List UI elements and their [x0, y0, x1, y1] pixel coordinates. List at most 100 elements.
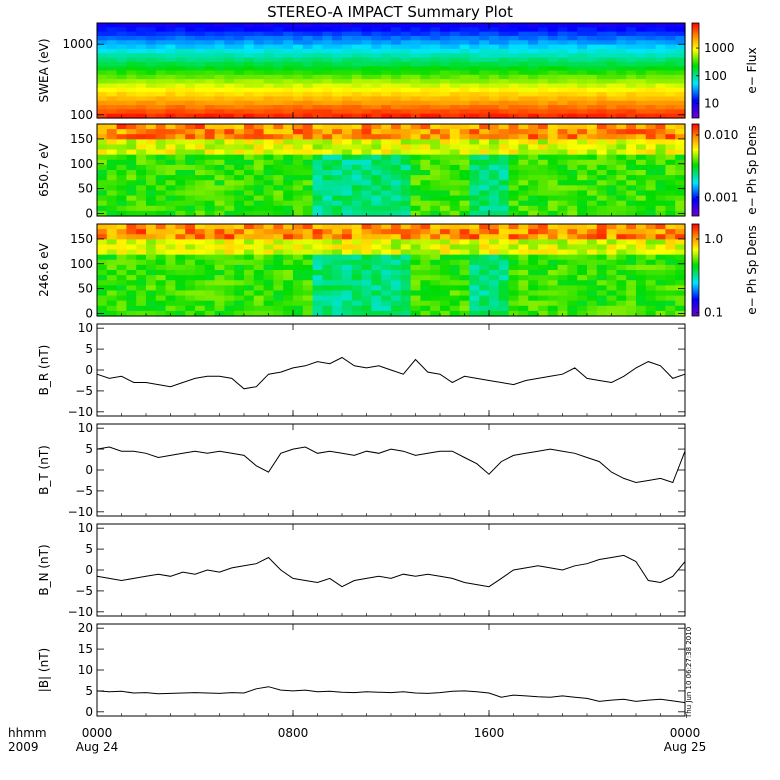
heat-cell: [97, 159, 108, 166]
heat-cell: [165, 149, 176, 156]
heat-cell: [97, 224, 108, 230]
heat-cell: [361, 244, 372, 251]
heat-cell: [420, 180, 431, 186]
heat-cell: [175, 195, 186, 202]
heat-cell: [263, 229, 274, 235]
heat-cell: [155, 175, 167, 181]
heat-cell: [273, 254, 284, 261]
heat-cell: [351, 92, 363, 98]
heat-cell: [538, 275, 549, 281]
heat-cell: [116, 159, 127, 166]
heat-cell: [410, 40, 421, 46]
heat-cell: [165, 53, 176, 59]
heat-cell: [97, 290, 108, 297]
heat-cell: [636, 264, 647, 271]
heat-cell: [371, 79, 382, 85]
heat-cell: [626, 31, 637, 37]
heat-cell: [116, 40, 127, 46]
heat-cell: [155, 87, 167, 93]
panel-frame: [96, 423, 686, 517]
heat-cell: [263, 249, 274, 256]
heat-cell: [528, 70, 539, 76]
heat-cell: [469, 44, 480, 50]
heat-cell: [479, 66, 490, 72]
heat-cell: [185, 105, 196, 110]
heat-cell: [508, 154, 519, 161]
heat-cell: [567, 159, 578, 166]
heat-cell: [293, 170, 304, 176]
heat-cell: [596, 27, 608, 33]
heat-cell: [508, 83, 519, 89]
heat-cell: [371, 280, 382, 286]
heat-cell: [391, 205, 402, 212]
heat-cell: [126, 31, 137, 37]
heat-cell: [273, 170, 284, 176]
heat-cell: [655, 74, 666, 80]
heat-cell: [498, 83, 510, 89]
heat-cell: [342, 244, 353, 251]
heat-cell: [596, 96, 608, 102]
heat-cell: [636, 159, 647, 166]
heat-cell: [479, 300, 490, 307]
heat-cell: [655, 96, 666, 102]
heat-cell: [449, 31, 461, 37]
heat-cell: [400, 134, 412, 140]
heat-cell: [302, 180, 314, 186]
heat-cell: [645, 264, 657, 271]
y-axis-label: 650.7 eV: [37, 142, 51, 197]
heat-cell: [283, 31, 294, 37]
heat-cell: [165, 275, 176, 281]
heat-cell: [253, 190, 265, 197]
heat-cell: [498, 129, 510, 135]
heat-cell: [577, 92, 588, 98]
heat-cell: [430, 40, 441, 46]
heat-cell: [567, 200, 578, 207]
heat-cell: [371, 164, 382, 171]
heat-cell: [645, 290, 657, 297]
heat-cell: [185, 124, 196, 130]
heat-cell: [665, 234, 676, 240]
heat-cell: [195, 66, 206, 72]
heat-cell: [361, 234, 372, 240]
heat-cell: [106, 175, 118, 181]
heat-cell: [645, 210, 657, 217]
heat-cell: [616, 159, 627, 166]
heat-cell: [596, 129, 608, 135]
heat-cell: [528, 270, 539, 276]
heat-cell: [489, 23, 500, 28]
heat-cell: [665, 113, 676, 119]
heat-cell: [136, 44, 147, 50]
heat-cell: [175, 175, 186, 181]
heat-cell: [273, 224, 284, 230]
heat-cell: [518, 74, 529, 80]
heat-cell: [567, 149, 578, 156]
heat-cell: [469, 249, 480, 256]
heat-cell: [204, 74, 216, 80]
heat-cell: [146, 27, 157, 33]
heat-cell: [322, 44, 333, 50]
heat-cell: [224, 229, 235, 235]
heat-cell: [440, 92, 451, 98]
heat-cell: [361, 280, 372, 286]
y-tick-label: 0: [85, 307, 93, 321]
heat-cell: [636, 290, 647, 297]
heat-cell: [538, 159, 549, 166]
heat-cell: [273, 190, 284, 197]
heat-cell: [577, 100, 588, 106]
heat-cell: [185, 259, 196, 266]
heat-cell: [538, 109, 549, 115]
heat-cell: [332, 83, 343, 89]
heat-cell: [381, 113, 392, 119]
heat-cell: [498, 100, 510, 106]
heat-cell: [479, 175, 490, 181]
heat-cell: [645, 87, 657, 93]
heat-cell: [675, 259, 686, 266]
heat-cell: [508, 239, 519, 246]
heat-cell: [391, 285, 402, 292]
heat-cell: [263, 40, 274, 46]
heat-cell: [498, 23, 510, 28]
heat-cell: [195, 264, 206, 271]
x-tick-sublabel: Aug 25: [664, 740, 707, 754]
heat-cell: [410, 229, 421, 235]
heat-cell: [498, 254, 510, 261]
